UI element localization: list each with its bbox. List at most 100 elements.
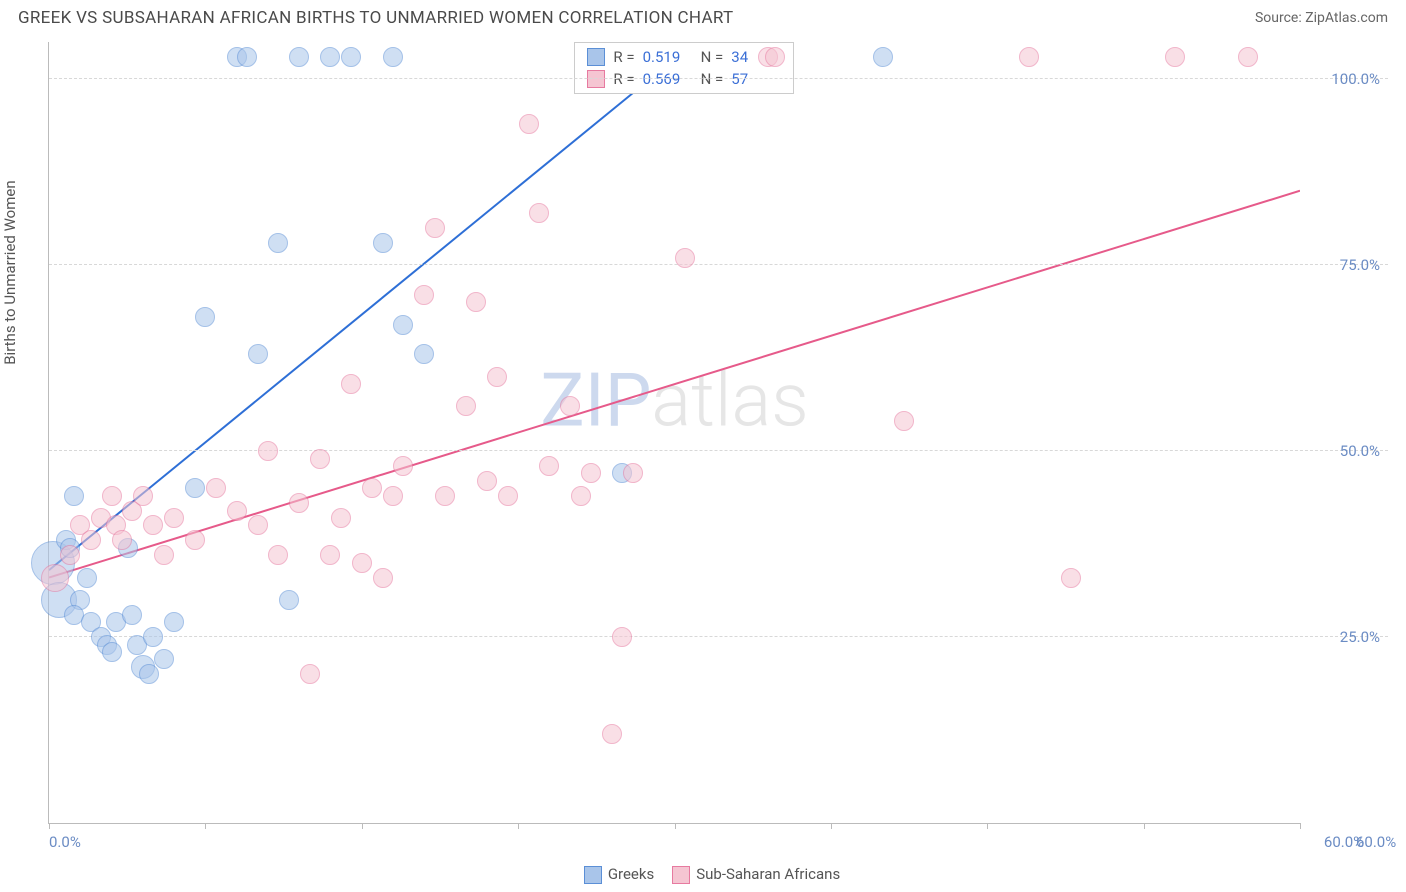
data-point [341, 47, 361, 67]
x-tick-label-max: 60.0% [1324, 833, 1364, 851]
data-point [414, 285, 434, 305]
gridline-h [49, 450, 1388, 451]
data-point [393, 456, 413, 476]
data-point [310, 449, 330, 469]
data-point [581, 463, 601, 483]
data-point [373, 233, 393, 253]
y-tick-label: 50.0% [1310, 442, 1380, 460]
x-tick-label: 0.0% [49, 833, 81, 851]
y-tick-label: 75.0% [1310, 256, 1380, 274]
data-point [64, 486, 84, 506]
data-point [529, 203, 549, 223]
data-point [289, 47, 309, 67]
data-point [102, 486, 122, 506]
data-point [143, 515, 163, 535]
watermark-zip: ZIP [540, 358, 651, 445]
y-axis-label: Births to Unmarried Women [1, 180, 19, 364]
data-point [352, 553, 372, 573]
data-point [873, 47, 893, 67]
data-point [289, 493, 309, 513]
data-point [487, 367, 507, 387]
x-tick [1144, 823, 1145, 829]
data-point [894, 411, 914, 431]
chart-header: GREEK VS SUBSAHARAN AFRICAN BIRTHS TO UN… [0, 0, 1406, 32]
data-point [383, 47, 403, 67]
data-point [122, 605, 142, 625]
data-point [81, 530, 101, 550]
data-point [248, 344, 268, 364]
legend-series-label: Greeks [608, 865, 654, 883]
data-point [102, 642, 122, 662]
data-point [373, 568, 393, 588]
data-point [519, 114, 539, 134]
data-point [1019, 47, 1039, 67]
data-point [1165, 47, 1185, 67]
data-point [675, 248, 695, 268]
data-point [154, 649, 174, 669]
x-tick [362, 823, 363, 829]
watermark: ZIPatlas [540, 358, 808, 445]
data-point [1238, 47, 1258, 67]
data-point [425, 218, 445, 238]
data-point [320, 47, 340, 67]
data-point [602, 724, 622, 744]
data-point [612, 627, 632, 647]
data-point [237, 47, 257, 67]
data-point [279, 590, 299, 610]
data-point [112, 530, 132, 550]
data-point [300, 664, 320, 684]
data-point [341, 374, 361, 394]
data-point [383, 486, 403, 506]
data-point [185, 478, 205, 498]
data-point [393, 315, 413, 335]
data-point [571, 486, 591, 506]
chart-title: GREEK VS SUBSAHARAN AFRICAN BIRTHS TO UN… [18, 8, 733, 28]
data-point [143, 627, 163, 647]
chart-container: Births to Unmarried Women ZIPatlas R =0.… [48, 42, 1388, 854]
trend-lines-svg [49, 42, 1300, 823]
x-tick [987, 823, 988, 829]
x-tick [49, 823, 50, 829]
data-point [539, 456, 559, 476]
data-point [133, 486, 153, 506]
data-point [185, 530, 205, 550]
x-tick [675, 823, 676, 829]
data-point [498, 486, 518, 506]
data-point [435, 486, 455, 506]
data-point [77, 568, 97, 588]
data-point [258, 441, 278, 461]
data-point [154, 545, 174, 565]
legend-swatch [584, 866, 602, 884]
data-point [195, 307, 215, 327]
r-value: 0.519 [643, 48, 693, 66]
gridline-h [49, 264, 1388, 265]
data-point [164, 508, 184, 528]
data-point [268, 545, 288, 565]
data-point [320, 545, 340, 565]
data-point [765, 47, 785, 67]
data-point [41, 564, 69, 592]
legend-swatch [672, 866, 690, 884]
y-tick-label: 100.0% [1310, 70, 1380, 88]
legend-series-label: Sub-Saharan Africans [696, 865, 840, 883]
data-point [164, 612, 184, 632]
data-point [139, 664, 159, 684]
legend-swatch [587, 48, 605, 66]
data-point [477, 471, 497, 491]
watermark-atlas: atlas [651, 358, 808, 445]
data-point [60, 545, 80, 565]
data-point [560, 396, 580, 416]
x-tick [205, 823, 206, 829]
x-tick [1300, 823, 1301, 829]
source-label: Source: ZipAtlas.com [1255, 10, 1388, 26]
data-point [227, 501, 247, 521]
data-point [362, 478, 382, 498]
gridline-h [49, 636, 1388, 637]
data-point [623, 463, 643, 483]
r-label: R = [613, 48, 634, 66]
y-tick-label: 25.0% [1310, 628, 1380, 646]
x-tick [831, 823, 832, 829]
data-point [414, 344, 434, 364]
data-point [268, 233, 288, 253]
data-point [456, 396, 476, 416]
